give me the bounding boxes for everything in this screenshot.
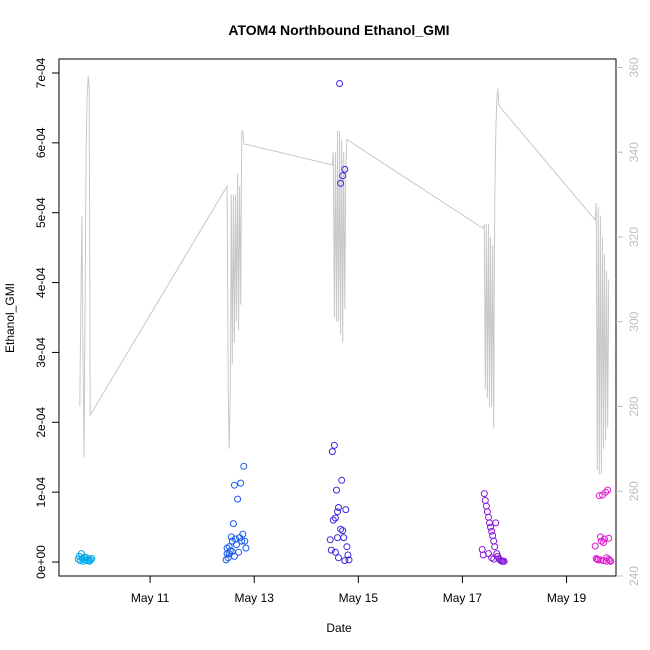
- x-axis: May 11 May 13 May 15 May 17 May 19: [131, 576, 587, 605]
- data-point-flight-5: [591, 542, 599, 550]
- data-point-flight-5: [605, 534, 613, 542]
- chart-title: ATOM4 Northbound Ethanol_GMI: [228, 22, 449, 38]
- data-point-flight-3: [341, 165, 349, 173]
- data-point-flight-2: [237, 479, 245, 487]
- data-point-flight-3: [331, 514, 339, 522]
- data-point-flight-1: [88, 555, 96, 562]
- data-point-flight-5: [603, 557, 611, 565]
- data-point-flight-4: [492, 519, 500, 527]
- y-tick-label: 5e-04: [34, 197, 48, 228]
- data-point-flight-5: [602, 488, 610, 496]
- y-tick-label: 4e-04: [34, 267, 48, 298]
- data-point-flight-4: [491, 543, 499, 551]
- data-point-flight-3: [331, 548, 339, 556]
- data-point-flight-2: [230, 552, 238, 560]
- data-point-flight-5: [596, 533, 604, 541]
- data-point-flight-3: [326, 536, 334, 544]
- data-point-flight-4: [479, 551, 487, 559]
- data-point-flight-2: [240, 462, 248, 470]
- data-point-flight-3: [335, 504, 342, 511]
- points-layer: [74, 80, 615, 565]
- data-point-flight-3: [339, 527, 347, 535]
- right-y-tick-label: 260: [627, 481, 641, 501]
- data-point-flight-5: [600, 557, 607, 565]
- altitude-line: [79, 75, 610, 475]
- y-tick-label: 3e-04: [34, 337, 48, 368]
- data-point-flight-4: [487, 523, 494, 531]
- right-y-tick-label: 360: [627, 57, 641, 77]
- data-point-flight-3: [342, 506, 350, 514]
- data-point-flight-4: [500, 557, 508, 565]
- data-point-flight-3: [344, 551, 352, 559]
- data-point-flight-3: [327, 546, 335, 554]
- data-point-flight-3: [341, 557, 349, 565]
- x-axis-label: Date: [326, 621, 352, 635]
- data-point-flight-3: [345, 556, 353, 564]
- data-point-flight-5: [607, 557, 615, 565]
- data-point-flight-2: [230, 481, 238, 489]
- right-y-tick-label: 300: [627, 311, 641, 331]
- y-axis: 0e+00 1e-04 2e-04 3e-04 4e-04 5e-04 6e-04 7e-04: [34, 57, 59, 579]
- data-point-flight-3: [343, 543, 351, 551]
- data-point-flight-3: [333, 486, 340, 494]
- data-point-flight-1: [76, 557, 84, 565]
- data-point-flight-4: [488, 527, 496, 535]
- data-point-flight-2: [234, 495, 242, 503]
- data-point-flight-3: [337, 179, 345, 187]
- data-point-flight-3: [339, 172, 347, 180]
- y-tick-label: 7e-04: [34, 57, 48, 88]
- y-tick-label: 6e-04: [34, 127, 48, 158]
- data-point-flight-3: [338, 476, 346, 484]
- data-point-flight-3: [334, 508, 341, 516]
- right-y-tick-label: 280: [627, 396, 641, 416]
- x-tick-label: May 15: [339, 591, 379, 605]
- data-point-flight-5: [601, 535, 608, 543]
- data-point-flight-3: [329, 516, 337, 524]
- plot-frame: [58, 58, 617, 577]
- data-point-flight-3: [330, 441, 338, 449]
- y-axis-label: Ethanol_GMI: [3, 283, 17, 353]
- y-tick-label: 1e-04: [34, 477, 48, 508]
- data-point-flight-2: [242, 544, 250, 552]
- y-tick-label: 2e-04: [34, 407, 48, 438]
- data-point-flight-3: [328, 448, 336, 456]
- data-point-flight-5: [600, 539, 607, 546]
- right-y-tick-label: 340: [627, 142, 641, 162]
- x-tick-label: May 17: [443, 591, 483, 605]
- x-tick-label: May 11: [131, 591, 170, 605]
- data-point-flight-5: [594, 556, 602, 564]
- x-tick-label: May 13: [235, 591, 275, 605]
- y-tick-label: 0e+00: [34, 545, 48, 579]
- data-point-flight-3: [335, 554, 342, 562]
- right-y-tick-label: 320: [627, 227, 641, 247]
- data-point-flight-5: [605, 555, 613, 563]
- x-tick-label: May 19: [547, 591, 587, 605]
- data-point-flight-3: [334, 534, 341, 542]
- data-point-flight-5: [604, 486, 612, 494]
- data-point-flight-2: [239, 530, 247, 538]
- altitude-layer: [79, 75, 610, 475]
- data-point-flight-3: [336, 80, 344, 87]
- data-point-flight-2: [229, 520, 237, 528]
- right-y-tick-label: 240: [627, 566, 641, 586]
- data-point-flight-2: [238, 537, 246, 545]
- data-point-flight-1: [87, 556, 95, 564]
- right-y-axis: 240 260 280 300 320 340 360: [616, 57, 641, 586]
- data-point-flight-4: [480, 490, 488, 498]
- data-point-flight-2: [227, 533, 235, 541]
- data-point-flight-4: [490, 555, 498, 563]
- data-point-flight-2: [233, 541, 240, 549]
- data-point-flight-2: [241, 537, 249, 545]
- data-point-flight-5: [595, 492, 603, 500]
